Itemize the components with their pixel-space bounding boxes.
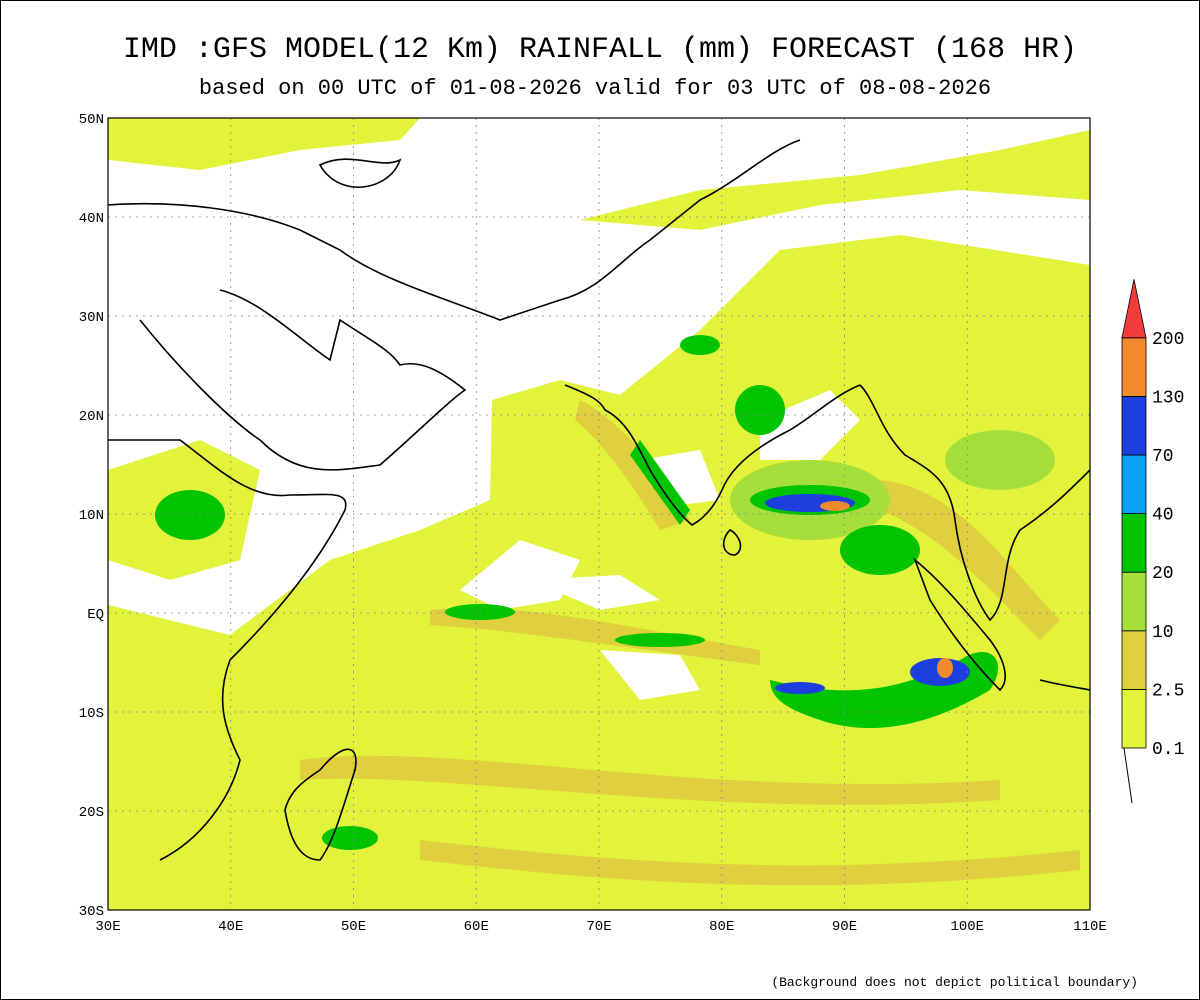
lat-label: 30S [79, 904, 104, 920]
rain-area [108, 118, 420, 170]
colorbar-label: 130 [1152, 388, 1184, 408]
lon-label: 90E [832, 919, 857, 935]
lat-label: 50N [79, 112, 104, 128]
coastline [859, 384, 1091, 622]
coastline [1039, 679, 1091, 691]
dry-area [600, 650, 700, 700]
colorbar-box [1121, 337, 1147, 397]
lat-label: 20S [79, 805, 104, 821]
subtitle: based on 00 UTC of 01-08-2026 valid for … [199, 76, 991, 101]
lat-label: 40N [79, 211, 104, 227]
colorbar-label: 2.5 [1152, 681, 1184, 701]
colorbar-box [1121, 454, 1147, 514]
colorbar-arrow [1121, 279, 1147, 339]
rain-band [615, 633, 705, 647]
dry-area [640, 450, 720, 505]
coastline [913, 557, 1006, 692]
rain-band [300, 755, 1000, 805]
rain-band [945, 430, 1055, 490]
rain-band [775, 682, 825, 694]
colorbar: 0.1 2.5 10 20 40 70 130 200 [1121, 279, 1184, 804]
colorbar-tail [1123, 747, 1133, 804]
dry-area [530, 575, 660, 610]
rain-band [445, 604, 515, 620]
colorbar-box [1121, 689, 1147, 749]
rain-area [580, 130, 1090, 230]
colorbar-box [1121, 630, 1147, 690]
rain-band [420, 840, 1080, 886]
colorbar-label: 10 [1152, 623, 1174, 643]
colorbar-box [1121, 571, 1147, 632]
graticule [108, 118, 1090, 910]
lat-label: 20N [79, 409, 104, 425]
colorbar-label: 200 [1152, 330, 1184, 350]
dry-area [760, 390, 860, 460]
footnote: (Background does not depict political bo… [771, 975, 1138, 990]
rain-band [735, 385, 785, 435]
lon-label: 100E [950, 919, 984, 935]
lon-label: 80E [709, 919, 734, 935]
colorbar-label: 0.1 [1152, 740, 1184, 760]
lon-label: 50E [341, 919, 366, 935]
rain-band [430, 608, 760, 665]
coastline [564, 384, 861, 526]
rain-band [840, 525, 920, 575]
coastline [722, 529, 742, 556]
colorbar-label: 40 [1152, 506, 1174, 526]
coastlines [107, 139, 1091, 861]
colorbar-label: 20 [1152, 564, 1174, 584]
rain-band [937, 658, 953, 678]
rain-band [820, 501, 850, 511]
coastline [318, 158, 402, 188]
dry-area [460, 540, 580, 610]
coastline [284, 748, 357, 861]
lat-label: 10S [79, 706, 104, 722]
colorbar-box [1121, 513, 1147, 573]
lon-label: 110E [1073, 919, 1107, 935]
lat-label: 30N [79, 310, 104, 326]
rain-band [850, 479, 1060, 640]
colorbar-label: 70 [1152, 447, 1174, 467]
colorbar-box [1121, 395, 1147, 456]
lon-label: 40E [218, 919, 243, 935]
coastline [139, 289, 467, 471]
coastline [108, 439, 347, 861]
lon-label: 70E [586, 919, 611, 935]
lat-label: EQ [87, 607, 104, 623]
title: IMD :GFS MODEL(12 Km) RAINFALL (mm) FORE… [123, 33, 1077, 67]
map-frame [107, 117, 1091, 911]
lon-label: 30E [95, 919, 120, 935]
rain-band [680, 335, 720, 355]
boundary [107, 139, 801, 321]
rain-band [155, 490, 225, 540]
rain-band [322, 826, 378, 850]
lat-label: 10N [79, 508, 104, 524]
lon-label: 60E [464, 919, 489, 935]
